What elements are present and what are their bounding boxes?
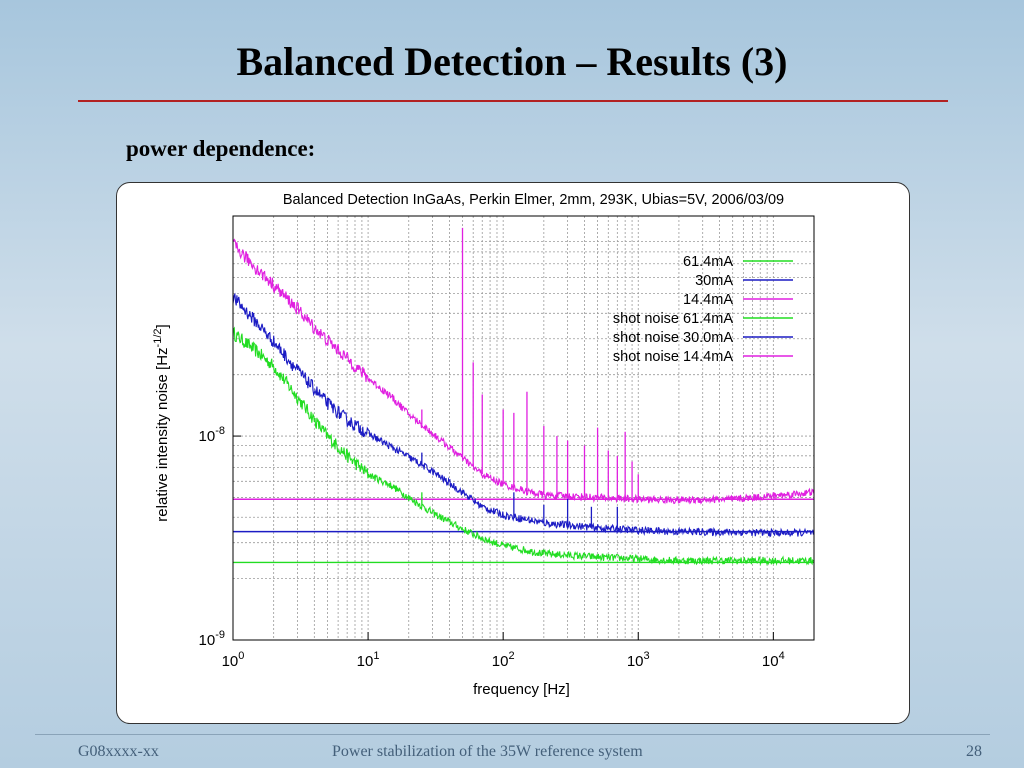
footer-title: Power stabilization of the 35W reference… [332,743,643,760]
chart-panel: Balanced Detection InGaAs, Perkin Elmer,… [116,182,910,724]
legend-label: 61.4mA [683,254,733,270]
slide-subtitle: power dependence: [126,136,316,161]
title-divider [78,100,948,102]
y-tick-label: 10-9 [199,629,225,649]
legend-label: shot noise 61.4mA [613,311,733,327]
x-tick-label: 104 [762,650,785,670]
chart-title: Balanced Detection InGaAs, Perkin Elmer,… [283,192,784,208]
y-axis-label: relative intensity noise [Hz-1/2] [152,324,171,521]
x-tick-label: 103 [627,650,650,670]
page-number: 28 [966,743,982,760]
slide-title: Balanced Detection – Results (3) [236,39,788,84]
x-tick-label: 102 [492,650,515,670]
plot-frame [232,215,815,641]
legend-label: 30mA [695,273,733,289]
footer-document-id: G08xxxx-xx [78,743,159,760]
series-line-61-4ma [232,326,815,566]
series-line-14-4ma [232,238,815,505]
rin-chart: Balanced Detection InGaAs, Perkin Elmer,… [152,192,815,698]
y-tick-label: 10-8 [199,425,225,445]
legend-label: 14.4mA [683,292,733,308]
x-tick-label: 100 [222,650,245,670]
footer-divider [35,734,990,735]
series-line-30ma [232,292,815,538]
x-tick-label: 101 [357,650,380,670]
legend-label: shot noise 30.0mA [613,330,733,346]
x-axis-label: frequency [Hz] [473,681,570,698]
legend-label: shot noise 14.4mA [613,349,733,365]
